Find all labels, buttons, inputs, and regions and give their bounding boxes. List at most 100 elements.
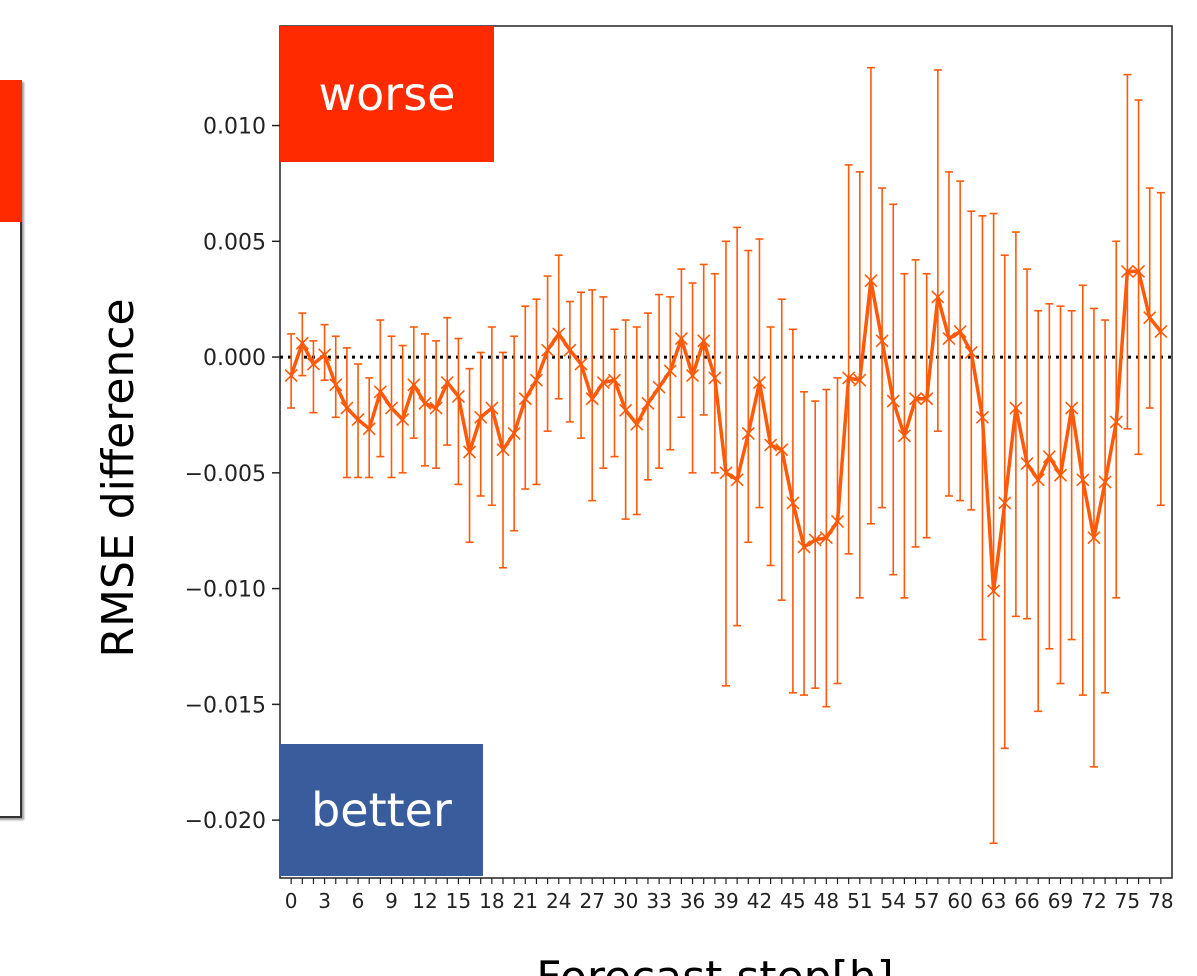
data-point: [987, 584, 1001, 598]
error-bar: [811, 400, 820, 689]
data-point: [529, 373, 544, 387]
data-point: [340, 401, 354, 415]
data-point: [474, 410, 488, 424]
data-point: [552, 327, 566, 341]
x-tick-label: 33: [646, 889, 671, 913]
x-tick-label: 30: [613, 889, 638, 913]
error-bar: [465, 367, 474, 544]
data-point: [384, 401, 399, 415]
x-tick-label: 21: [513, 889, 538, 913]
data-point: [407, 378, 421, 392]
x-tick-label: 24: [546, 889, 571, 913]
error-bar: [833, 377, 842, 685]
error-bar: [655, 293, 664, 470]
data-point: [485, 401, 499, 415]
data-point: [1053, 468, 1068, 482]
data-point: [541, 343, 555, 357]
x-tick-label: 12: [412, 889, 437, 913]
data-point: [518, 392, 532, 406]
data-point: [1098, 475, 1112, 489]
error-bar: [844, 164, 853, 555]
x-tick-label: 54: [881, 889, 906, 913]
data-point: [351, 413, 365, 427]
x-tick-label: 75: [1115, 889, 1140, 913]
error-bar: [1156, 191, 1165, 507]
data-point: [574, 357, 588, 371]
data-point: [1031, 473, 1045, 487]
error-bar: [420, 333, 429, 467]
x-tick-label: 0: [285, 889, 298, 913]
data-point: [875, 334, 889, 348]
error-bar: [342, 347, 351, 479]
y-axis-label: RMSE difference: [93, 298, 144, 657]
x-tick-label: 69: [1048, 889, 1073, 913]
error-bar: [532, 298, 541, 486]
error-bar: [989, 212, 998, 845]
x-tick-label: 18: [479, 889, 504, 913]
data-point: [1020, 457, 1034, 471]
error-bar: [744, 249, 753, 544]
data-point: [663, 364, 677, 378]
data-point: [1131, 264, 1146, 278]
data-point: [396, 413, 410, 427]
x-tick-label: 3: [318, 889, 331, 913]
data-point: [440, 375, 454, 390]
data-point: [295, 336, 309, 350]
data-point: [630, 417, 644, 431]
x-tick-label: 39: [713, 889, 738, 913]
data-point: [886, 394, 900, 408]
x-tick-label: 15: [446, 889, 471, 913]
data-point: [708, 371, 722, 385]
data-point: [964, 345, 978, 360]
data-point: [1154, 325, 1168, 339]
better-annotation: better: [280, 744, 483, 876]
data-point: [306, 357, 321, 371]
data-point: [429, 401, 443, 415]
x-tick-label: 48: [814, 889, 839, 913]
data-point: [451, 389, 465, 404]
x-tick-label: 72: [1081, 889, 1106, 913]
data-point: [619, 403, 633, 417]
y-tick-label: 0.000: [203, 346, 266, 371]
x-tick-label: 9: [385, 889, 398, 913]
error-bar: [1101, 319, 1110, 694]
data-point: [797, 540, 811, 554]
error-bar: [309, 340, 318, 414]
error-bar: [1145, 187, 1154, 409]
x-tick-label: 63: [981, 889, 1006, 913]
data-point: [752, 375, 767, 390]
error-bar: [855, 171, 864, 599]
error-bar: [320, 323, 329, 382]
error-bar: [933, 69, 942, 432]
data-point: [1009, 401, 1023, 415]
data-point: [920, 392, 934, 406]
data-point: [775, 443, 789, 457]
x-tick-label: 57: [914, 889, 939, 913]
y-tick-label: −0.005: [185, 462, 266, 487]
error-bar: [331, 335, 340, 419]
y-tick-label: 0.010: [203, 115, 266, 140]
error-bar: [476, 351, 485, 497]
error-bar: [621, 319, 630, 520]
error-bar: [376, 319, 385, 458]
data-point: [329, 378, 343, 392]
error-bar: [1045, 303, 1054, 650]
data-point: [563, 343, 577, 357]
x-tick-label: 42: [747, 889, 772, 913]
error-bar: [487, 326, 496, 507]
data-point: [897, 429, 911, 443]
error-bar: [1011, 231, 1020, 618]
error-bar: [889, 203, 898, 576]
x-axis-label: Forecast step[h]: [536, 952, 894, 976]
data-point: [730, 473, 744, 487]
data-point: [284, 369, 298, 383]
data-point: [373, 385, 387, 399]
error-bar: [1056, 305, 1065, 685]
data-point: [808, 533, 822, 547]
data-point: [641, 396, 655, 410]
data-point: [830, 514, 845, 529]
error-bar: [1034, 309, 1043, 713]
data-point: [819, 531, 833, 545]
